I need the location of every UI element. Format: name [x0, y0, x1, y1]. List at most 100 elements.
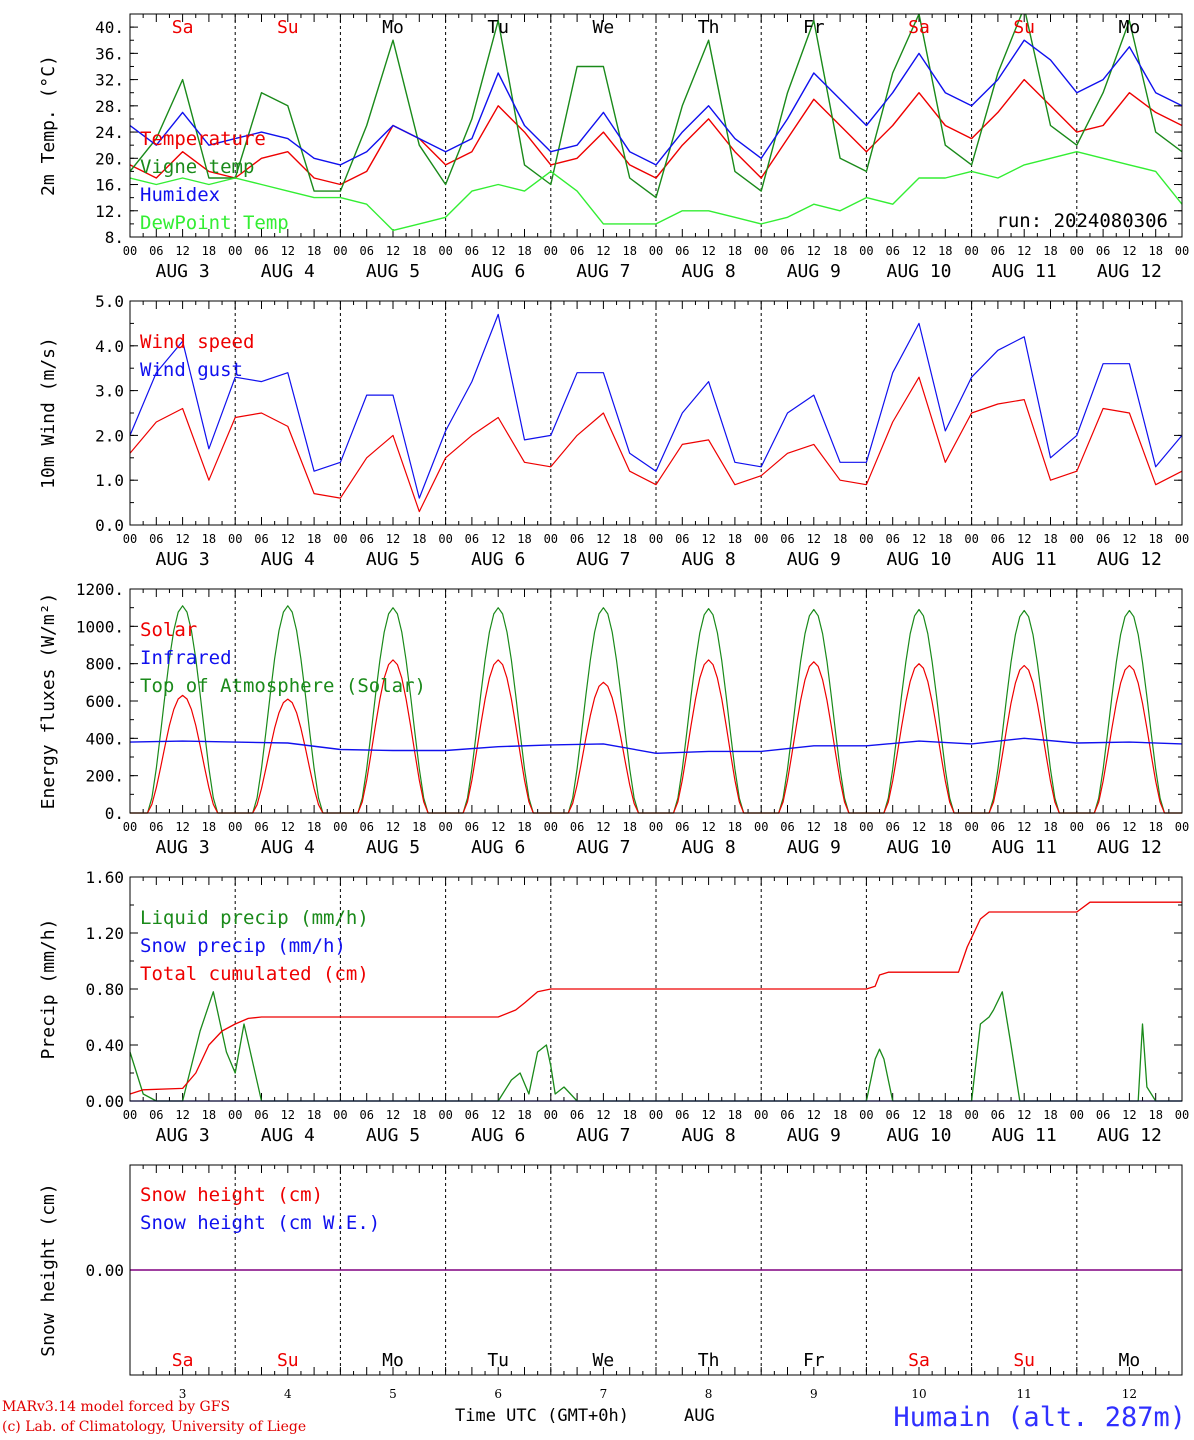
date-label: AUG 9	[787, 1125, 841, 1146]
y-tick-label: 1.0	[95, 471, 124, 490]
hour-tick-label: 06	[885, 820, 899, 834]
y-tick-label: 0.00	[85, 1261, 124, 1280]
legend-entry: Total cumulated (cm)	[140, 963, 369, 985]
y-axis-5: 0.00 Snow height (cm)	[38, 1183, 1182, 1357]
hour-tick-label: 06	[780, 820, 794, 834]
y-tick-label: 1000.	[76, 617, 124, 636]
hour-tick-label: 18	[728, 532, 742, 546]
date-label: AUG 8	[682, 837, 736, 858]
weekday-label: Mo	[1119, 17, 1141, 38]
hour-tick-label: 00	[1070, 532, 1084, 546]
date-label: AUG 10	[886, 837, 951, 858]
day-number-labels: 3 4 5 6 7 8 9 10 11 12	[179, 1387, 1137, 1401]
y-tick-label: 400.	[85, 729, 124, 748]
hour-tick-label: 06	[780, 1108, 794, 1122]
date-label: AUG 7	[576, 261, 630, 282]
hour-tick-label: 18	[412, 532, 426, 546]
hour-tick-label: 00	[859, 1108, 873, 1122]
date-label: AUG 6	[471, 549, 525, 570]
time-axis-4: 00 06 12 18 AUG 3 00 06 12 18 AUG 4 00 06 12 18 AUG 5 0…	[123, 877, 1189, 1146]
hour-tick-label: 00	[544, 532, 558, 546]
wind-series	[129, 313, 1183, 513]
hour-tick-label: 12	[491, 1108, 505, 1122]
date-label: AUG 5	[366, 837, 420, 858]
hour-tick-label: 00	[438, 820, 452, 834]
hour-tick-label: 06	[570, 820, 584, 834]
hour-tick-label: 06	[149, 532, 163, 546]
hour-tick-label: 18	[1148, 244, 1162, 258]
hour-tick-label: 06	[149, 1108, 163, 1122]
hour-tick-label: 06	[885, 532, 899, 546]
plot-frame-2	[129, 300, 1183, 526]
hour-tick-label: 12	[386, 1108, 400, 1122]
copyright-credit: (c) Lab. of Climatology, University of L…	[2, 1419, 307, 1435]
hour-tick-label: 06	[1096, 244, 1110, 258]
y-tick-label: 1.20	[85, 924, 124, 943]
date-label: AUG 4	[261, 1125, 315, 1146]
hour-tick-label: 06	[359, 820, 373, 834]
hour-tick-label: 18	[728, 1108, 742, 1122]
weekday-label: Th	[698, 1350, 720, 1371]
day-number: 3	[179, 1387, 187, 1401]
y-tick-label: 12.	[95, 202, 124, 221]
hour-tick-label: 18	[412, 820, 426, 834]
hour-tick-label: 18	[938, 820, 952, 834]
hour-tick-label: 12	[701, 1108, 715, 1122]
hour-tick-label: 06	[359, 532, 373, 546]
weekday-label: Su	[277, 1350, 299, 1371]
date-label: AUG 10	[886, 549, 951, 570]
hour-tick-label: 00	[754, 244, 768, 258]
y-tick-label: 0.0	[95, 516, 124, 535]
hour-tick-label: 00	[228, 244, 242, 258]
hour-tick-label: 00	[1175, 820, 1189, 834]
y-tick-label: 24.	[95, 123, 124, 142]
hour-tick-label: 12	[1017, 1108, 1031, 1122]
series-humidex	[130, 39, 1182, 166]
hour-tick-label: 00	[754, 820, 768, 834]
hour-tick-label: 06	[675, 244, 689, 258]
hour-tick-label: 00	[964, 532, 978, 546]
hour-tick-label: 06	[465, 820, 479, 834]
y-tick-label: 32.	[95, 71, 124, 90]
hour-tick-label: 00	[1070, 1108, 1084, 1122]
day-number: 7	[600, 1387, 608, 1401]
hour-tick-label: 06	[570, 532, 584, 546]
hour-tick-label: 06	[465, 244, 479, 258]
y-axis-4: 0.00 0.40 0.80 1.20 1.60 Precip (mm/h)	[38, 868, 1182, 1111]
hour-tick-label: 06	[991, 532, 1005, 546]
hour-tick-label: 00	[544, 820, 558, 834]
date-label: AUG 3	[156, 261, 210, 282]
hour-tick-label: 00	[1175, 244, 1189, 258]
legend-5: Snow height (cm) Snow height (cm W.E.)	[140, 1184, 380, 1234]
hour-tick-label: 18	[517, 244, 531, 258]
legend-entry: Vigne temp	[140, 156, 254, 178]
hour-tick-label: 18	[728, 244, 742, 258]
hour-tick-label: 00	[1175, 532, 1189, 546]
date-label: AUG 11	[992, 261, 1057, 282]
hour-tick-label: 06	[991, 244, 1005, 258]
hour-tick-label: 00	[438, 244, 452, 258]
hour-tick-label: 00	[333, 820, 347, 834]
hour-tick-label: 06	[1096, 1108, 1110, 1122]
hour-tick-label: 00	[228, 1108, 242, 1122]
hour-tick-label: 12	[1017, 244, 1031, 258]
legend-entry: Top of Atmosphere (Solar)	[140, 675, 426, 697]
hour-tick-label: 18	[1148, 820, 1162, 834]
hour-tick-label: 12	[596, 532, 610, 546]
y-tick-label: 1.60	[85, 868, 124, 887]
hour-tick-label: 06	[675, 532, 689, 546]
date-label: AUG 6	[471, 837, 525, 858]
hour-tick-label: 06	[1096, 532, 1110, 546]
hour-tick-label: 00	[649, 820, 663, 834]
hour-tick-label: 12	[1122, 244, 1136, 258]
hour-tick-label: 12	[281, 1108, 295, 1122]
hour-tick-label: 06	[780, 244, 794, 258]
time-axis-1: 00 06 12 18 AUG 3 00 06 12 18 AUG 4 00 06 12 18 AUG 5 0…	[123, 14, 1189, 282]
date-label: AUG 8	[682, 549, 736, 570]
y-tick-label: 1200.	[76, 580, 124, 599]
hour-tick-label: 18	[1043, 1108, 1057, 1122]
plot-frame-3	[129, 588, 1183, 814]
legend-entry: DewPoint Temp	[140, 212, 289, 234]
hour-tick-label: 18	[833, 244, 847, 258]
